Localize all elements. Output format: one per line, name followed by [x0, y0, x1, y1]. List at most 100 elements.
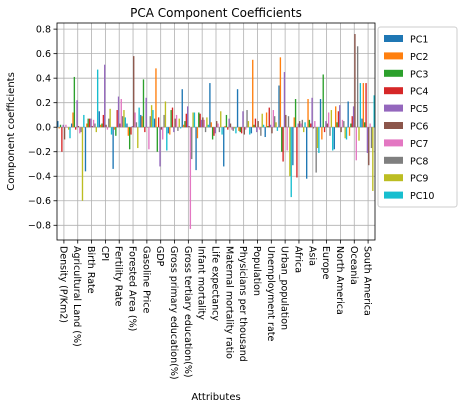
bar-pc6 — [202, 117, 204, 128]
bar-pc1 — [223, 127, 225, 167]
bar-pc7 — [300, 123, 302, 128]
x-tick-label: Population — [251, 246, 262, 296]
bar-pc10 — [332, 127, 334, 151]
bar-pc3 — [101, 123, 103, 128]
bar-pc4 — [337, 111, 340, 128]
bar-pc8 — [135, 122, 138, 128]
bar-pc4 — [199, 113, 201, 128]
bar-pc1 — [140, 114, 142, 128]
bar-pc2 — [58, 127, 60, 129]
bar-pc4 — [351, 116, 353, 128]
bar-pc2 — [196, 127, 199, 139]
bar-pc8 — [204, 127, 207, 133]
legend-label-pc4: PC4 — [410, 87, 428, 98]
bar-pc6 — [298, 121, 301, 128]
bar-pc1 — [153, 118, 156, 128]
bar-pc8 — [301, 119, 304, 128]
bar-pc6 — [243, 127, 246, 135]
bar-pc7 — [79, 127, 81, 134]
legend: PC1 PC2 PC3 PC4 PC5 PC6 PC7 PC8 PC9 PC10 — [377, 26, 458, 208]
x-tick-label: North America — [334, 246, 345, 315]
bar-pc7 — [327, 112, 330, 128]
bar-pc7 — [106, 127, 109, 130]
bar-pc5 — [242, 111, 244, 128]
bar-pc6 — [174, 118, 176, 128]
bar-pc4 — [144, 127, 146, 133]
bar-pc8 — [149, 116, 151, 128]
legend-swatch-pc2 — [384, 52, 403, 60]
bar-pc7 — [92, 119, 95, 128]
bar-pc4 — [268, 107, 270, 128]
bar-pc4 — [323, 127, 326, 133]
bar-pc7 — [272, 110, 275, 128]
bar-pc9 — [150, 105, 153, 128]
bar-pc6 — [312, 127, 315, 129]
bar-pc1 — [292, 127, 294, 166]
bar-pc1 — [361, 118, 363, 128]
bar-pc9 — [233, 127, 236, 129]
bar-pc9 — [67, 127, 70, 130]
bar-pc5 — [104, 64, 106, 128]
bar-pc3 — [142, 79, 145, 128]
bar-pc10 — [359, 83, 362, 128]
bar-pc10 — [262, 124, 265, 128]
bar-pc10 — [345, 127, 348, 140]
legend-label-pc9: PC9 — [410, 174, 428, 185]
bar-pc1 — [236, 89, 239, 128]
bar-pc10 — [276, 127, 279, 131]
bar-pc3 — [239, 127, 241, 133]
x-tick-label: Asia — [306, 246, 317, 266]
bar-pc2 — [72, 112, 74, 128]
y-axis: −0.8 −0.6 −0.4 −0.2 0.0 0.2 0.4 0.6 0.8 — [28, 24, 57, 232]
bars-layer — [57, 34, 375, 229]
bar-pc10 — [138, 107, 140, 128]
x-tick-label: Oceania — [348, 246, 359, 285]
bar-pc5 — [76, 100, 78, 128]
bar-pc7 — [217, 123, 219, 128]
bar-pc9 — [206, 117, 208, 128]
chart-title: PCA Component Coefficients — [130, 6, 302, 20]
bar-pc3 — [364, 122, 366, 128]
x-axis: Density (P/Km2) Agricultural Land (%) Birt… — [57, 240, 373, 380]
bar-pc2 — [348, 127, 351, 136]
bar-pc7 — [175, 114, 178, 128]
y-axis-title: Component coefficients — [6, 72, 17, 191]
bar-pc7 — [245, 127, 247, 130]
bar-pc1 — [195, 127, 197, 171]
x-tick-label: Africa — [292, 246, 303, 273]
bar-pc6 — [229, 123, 232, 128]
bar-pc6 — [285, 114, 287, 128]
bar-pc1 — [126, 123, 128, 128]
bar-pc3 — [115, 127, 117, 136]
bar-pc3 — [128, 127, 131, 150]
bar-pc2 — [113, 127, 116, 130]
bar-pc1 — [167, 127, 170, 134]
bar-pc8 — [232, 127, 234, 131]
bar-pc1 — [98, 111, 100, 128]
bar-pc9 — [123, 110, 125, 128]
legend-label-pc1: PC1 — [410, 35, 428, 46]
x-tick-label: Forested Area (%) — [127, 246, 138, 331]
legend-swatch-pc6 — [384, 122, 403, 129]
bar-pc3 — [225, 114, 228, 128]
bar-pc5 — [366, 127, 369, 153]
bar-pc5 — [131, 125, 134, 128]
y-tick-label: −0.8 — [28, 221, 51, 232]
bar-pc1 — [347, 101, 349, 128]
legend-swatch-pc1 — [384, 35, 403, 42]
bar-pc5 — [159, 127, 161, 167]
bar-pc2 — [182, 124, 185, 128]
legend-label-pc8: PC8 — [410, 156, 428, 167]
bar-pc6 — [119, 123, 121, 128]
bar-pc4 — [116, 110, 118, 128]
bar-pc5 — [297, 123, 299, 128]
bar-pc5 — [256, 127, 258, 133]
x-tick-label: Gasoline Price — [140, 246, 151, 313]
bar-pc6 — [340, 127, 342, 133]
bar-pc1 — [319, 99, 322, 128]
y-tick-label: 0.2 — [36, 98, 51, 109]
bar-pc8 — [315, 127, 317, 173]
bar-pc4 — [171, 107, 174, 128]
bar-pc6 — [63, 127, 66, 140]
